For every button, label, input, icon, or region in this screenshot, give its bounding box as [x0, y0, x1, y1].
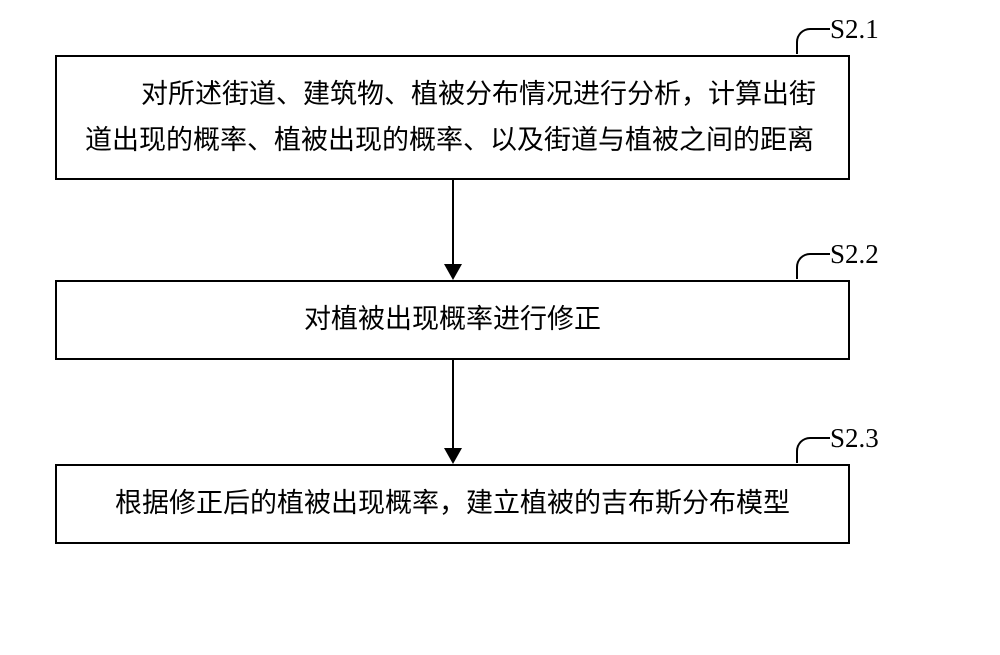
label-bracket-s23 — [796, 437, 830, 463]
step-text-s22: 对植被出现概率进行修正 — [304, 297, 601, 343]
step-box-s22: 对植被出现概率进行修正 — [55, 280, 850, 360]
step-box-s23: 根据修正后的植被出现概率，建立植被的吉布斯分布模型 — [55, 464, 850, 544]
step-box-s21: 对所述街道、建筑物、植被分布情况进行分析，计算出街 道出现的概率、植被出现的概率… — [55, 55, 850, 180]
step-label-s22: S2.2 — [830, 239, 879, 270]
flowchart: 对所述街道、建筑物、植被分布情况进行分析，计算出街 道出现的概率、植被出现的概率… — [0, 0, 1000, 655]
step-text-s21: 对所述街道、建筑物、植被分布情况进行分析，计算出街 道出现的概率、植被出现的概率… — [85, 72, 820, 164]
step-text-s23: 根据修正后的植被出现概率，建立植被的吉布斯分布模型 — [115, 481, 790, 527]
arrow-s21-s22-line — [452, 180, 454, 266]
arrow-s22-s23-line — [452, 360, 454, 450]
arrow-s21-s22-head — [444, 264, 462, 280]
step-label-s21: S2.1 — [830, 14, 879, 45]
label-bracket-s21 — [796, 28, 830, 54]
step-label-s23: S2.3 — [830, 423, 879, 454]
label-bracket-s22 — [796, 253, 830, 279]
arrow-s22-s23-head — [444, 448, 462, 464]
